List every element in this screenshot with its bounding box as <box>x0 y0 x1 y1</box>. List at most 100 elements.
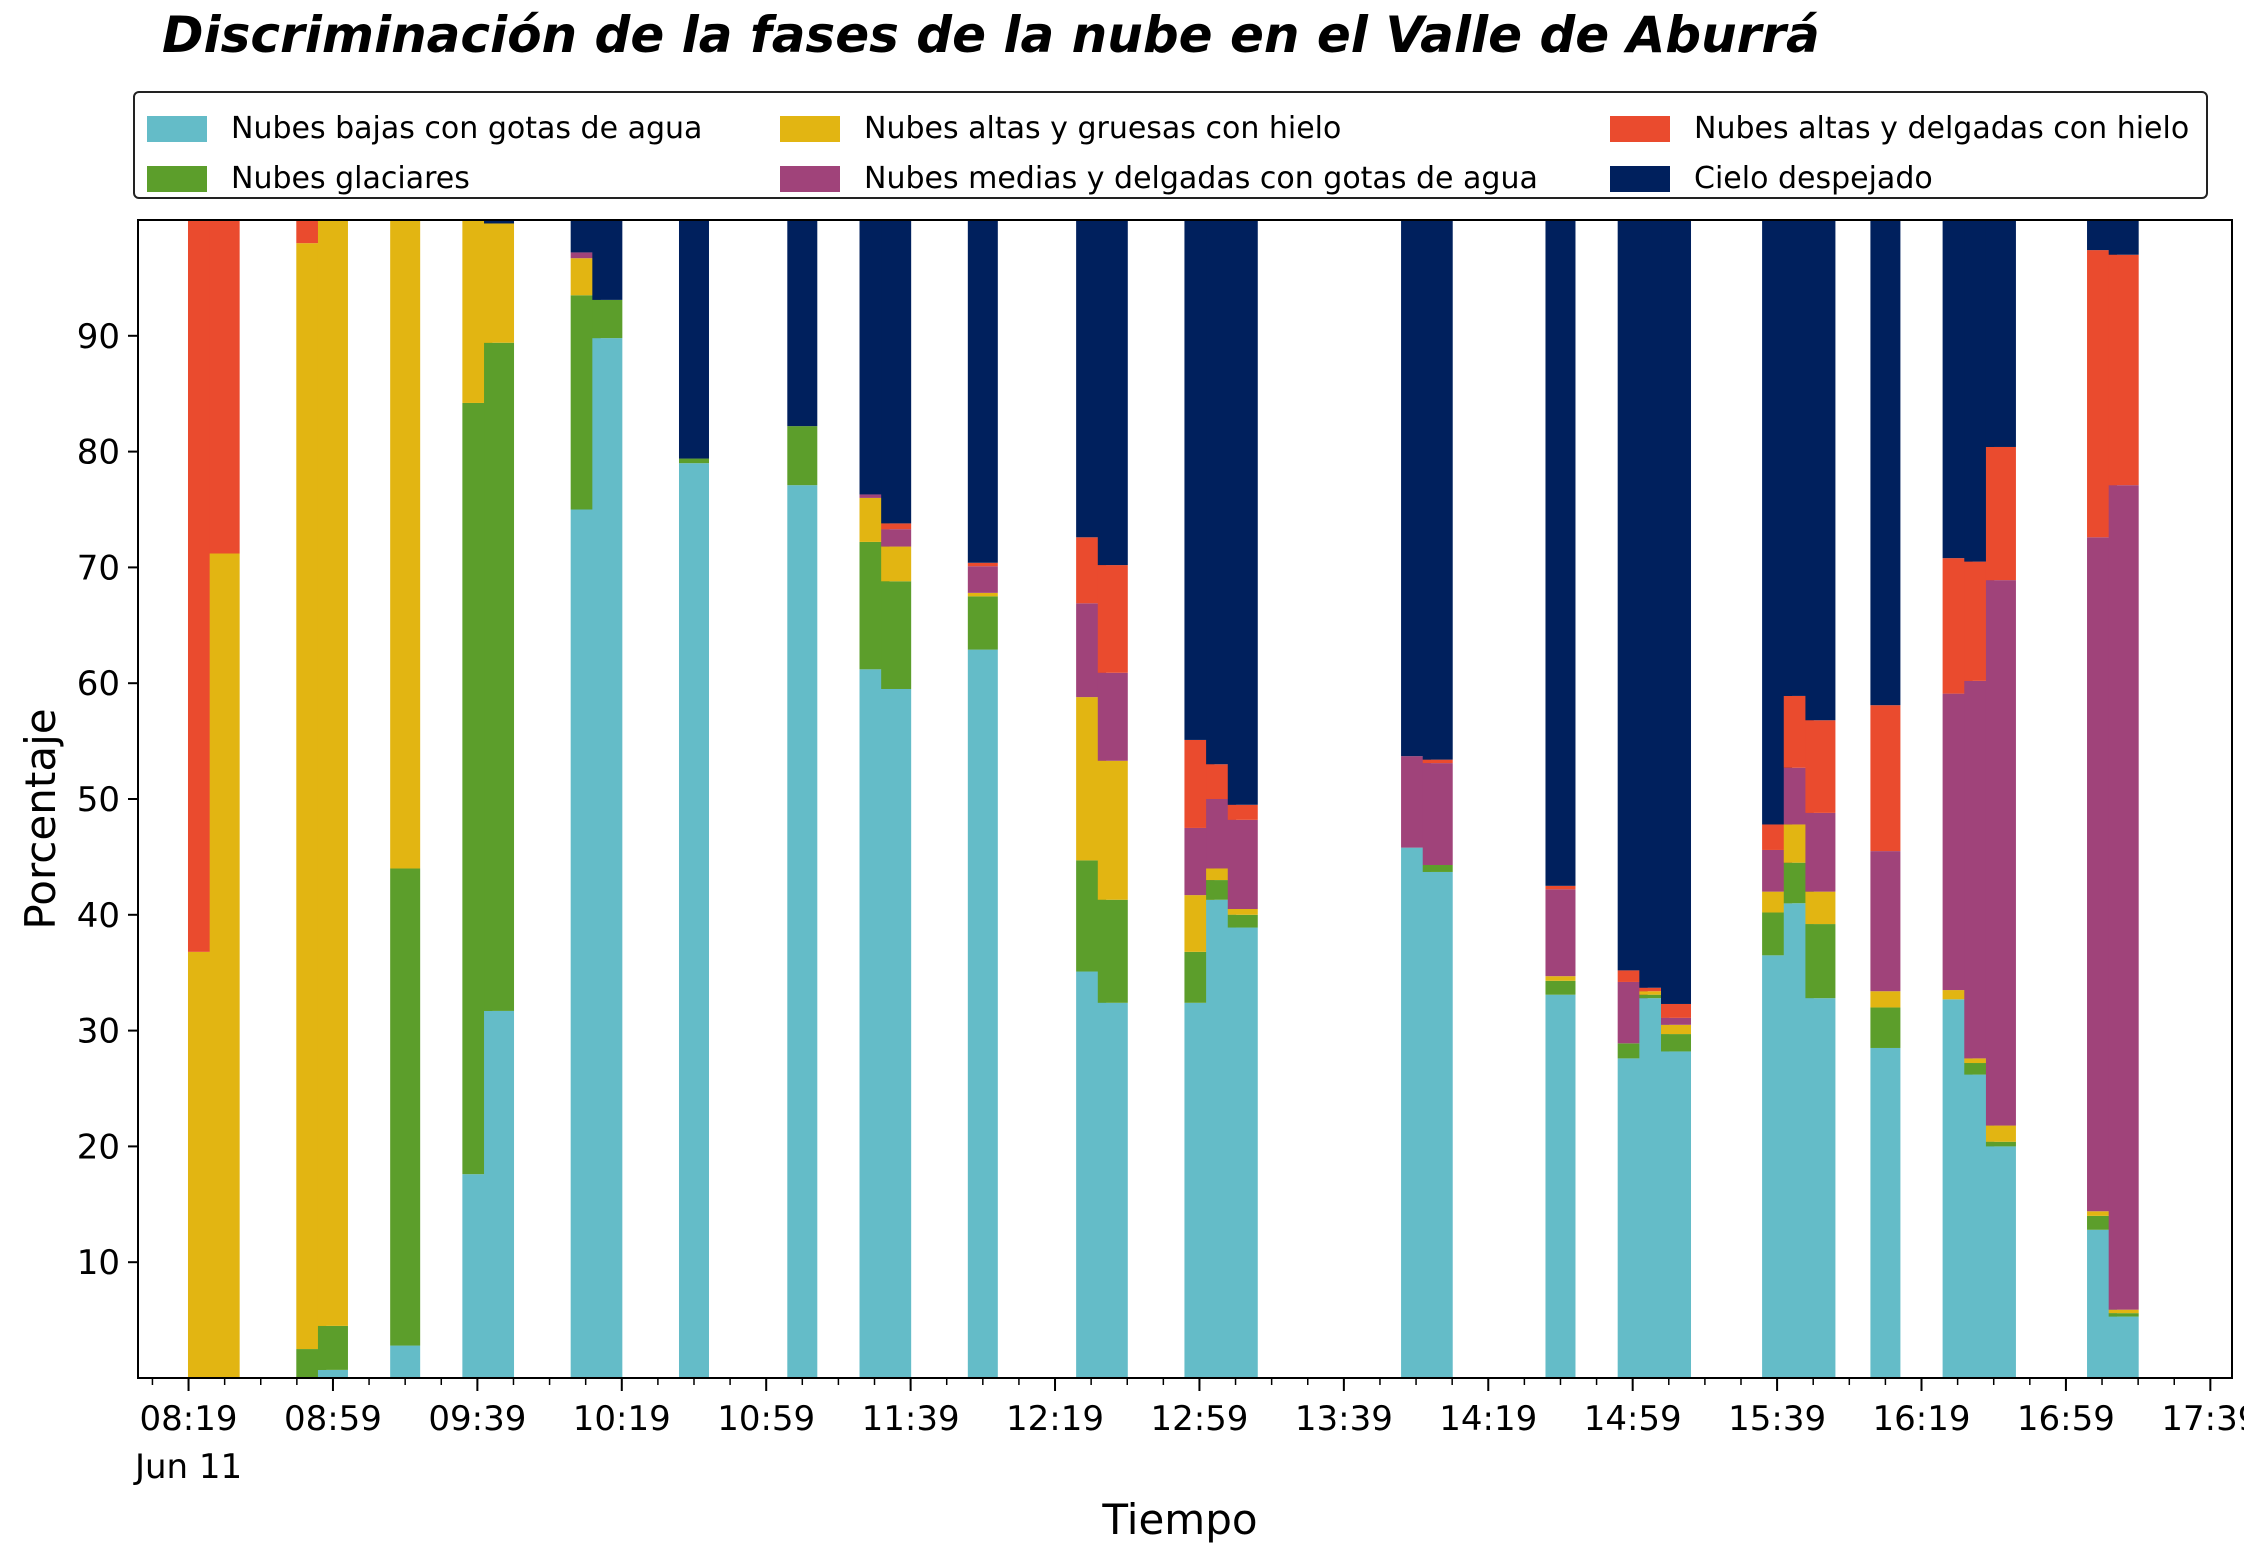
bar-segment <box>570 252 601 259</box>
bar-segment <box>1422 763 1453 865</box>
bar-segment <box>787 426 818 486</box>
bar-segment <box>2108 220 2139 255</box>
legend-label: Nubes altas y delgadas con hielo <box>1694 111 2190 146</box>
bar-segment <box>390 868 421 1346</box>
legend-label: Nubes glaciares <box>231 161 470 196</box>
bar-segment <box>1639 991 1670 995</box>
bar-segment <box>1227 819 1258 910</box>
bar-segment <box>1870 1007 1901 1048</box>
y-tick-label: 30 <box>77 1012 120 1052</box>
x-tick-label: 16:19 <box>1873 1399 1971 1439</box>
bar-segment <box>2108 254 2139 486</box>
bar-segment <box>1422 871 1453 1378</box>
bar-segment <box>390 220 421 869</box>
bar-segment <box>1942 990 1973 1000</box>
y-tick-label: 60 <box>77 664 120 704</box>
legend-label: Nubes medias y delgadas con gotas de agu… <box>864 161 1538 196</box>
legend-item: Cielo despejado <box>1610 161 1933 196</box>
bar-segment <box>1545 885 1576 890</box>
bar-segment <box>787 485 818 1378</box>
legend-label: Nubes bajas con gotas de agua <box>231 111 703 146</box>
x-tick-label: 16:59 <box>2017 1399 2115 1439</box>
x-tick-label: 14:19 <box>1439 1399 1537 1439</box>
bar-segment <box>592 338 623 1378</box>
bar-segment <box>1985 1146 2016 1378</box>
legend-item: Nubes altas y delgadas con hielo <box>1610 111 2189 146</box>
x-tick-label: 12:59 <box>1150 1399 1248 1439</box>
bar-segment <box>209 220 240 554</box>
x-tick-label: 15:39 <box>1728 1399 1826 1439</box>
bar-segment <box>1964 1058 1995 1064</box>
bar-segment <box>1422 865 1453 872</box>
legend-item: Nubes altas y gruesas con hielo <box>780 111 1341 146</box>
bar-segment <box>1227 220 1258 805</box>
bar-segment <box>881 220 912 524</box>
bar-segment <box>1985 1125 2016 1142</box>
bar-segment <box>1097 1002 1128 1378</box>
bar-segment <box>787 220 818 427</box>
bar-segment <box>1227 804 1258 820</box>
bar-segment <box>592 220 623 300</box>
bar-segment <box>1661 220 1692 1004</box>
bar-segment <box>1661 1024 1692 1035</box>
bar-segment <box>1805 812 1836 892</box>
bar-segment <box>2108 1309 2139 1314</box>
x-tick-label: 10:19 <box>573 1399 671 1439</box>
bar-segment <box>967 592 998 597</box>
x-tick-label: 08:59 <box>284 1399 382 1439</box>
bar-segment <box>1639 994 1670 999</box>
legend-swatch <box>147 115 207 142</box>
bar-segment <box>881 546 912 582</box>
legend-swatch <box>780 165 840 192</box>
bar-segment <box>1805 924 1836 999</box>
bar-segment <box>967 596 998 650</box>
x-tick-label: 08:19 <box>140 1399 238 1439</box>
bar-segment <box>1422 220 1453 760</box>
bar-segment <box>484 342 515 1011</box>
bar-segment <box>1661 1034 1692 1052</box>
bar-segment <box>1227 909 1258 915</box>
legend-item: Nubes medias y delgadas con gotas de agu… <box>780 161 1538 196</box>
bar-segment <box>2087 1211 2118 1216</box>
bar-segment <box>967 220 998 563</box>
bar-segment <box>678 458 709 464</box>
bar-segment <box>1805 998 1836 1378</box>
bar-segment <box>1985 580 2016 1126</box>
bar-segment <box>1097 760 1128 900</box>
bar-segment <box>2108 1316 2139 1378</box>
bar-segment <box>1545 980 1576 995</box>
bar-segment <box>1805 720 1836 813</box>
bar-segment <box>881 523 912 530</box>
y-tick-label: 10 <box>77 1243 120 1283</box>
chart-title: Discriminación de la fases de la nube en… <box>162 6 1820 64</box>
bar-segment <box>1545 889 1576 977</box>
bar-segment <box>1206 868 1237 881</box>
bar-segment <box>484 1010 515 1378</box>
x-tick-label: 09:39 <box>428 1399 526 1439</box>
legend-swatch <box>780 115 840 142</box>
bar-segment <box>1227 927 1258 1378</box>
bar-segment <box>2108 485 2139 1310</box>
y-tick-label: 50 <box>77 780 120 820</box>
bar-segment <box>484 223 515 343</box>
bar-segment <box>1985 446 2016 581</box>
bar-segment <box>1870 851 1901 992</box>
x-tick-label: 14:59 <box>1584 1399 1682 1439</box>
bar-segment <box>1097 220 1128 566</box>
bar-segment <box>1097 672 1128 761</box>
bar-segment <box>1422 759 1453 764</box>
bar-segment <box>1964 1063 1995 1075</box>
x-tick-label: 13:39 <box>1295 1399 1393 1439</box>
legend: Nubes bajas con gotas de agua Nubes glaci… <box>133 91 2208 199</box>
x-tick-label: 12:19 <box>1006 1399 1104 1439</box>
legend-label: Cielo despejado <box>1694 161 1933 196</box>
bar-segment <box>2108 1313 2139 1317</box>
bar-segment <box>1097 565 1128 673</box>
bar-segment <box>1639 987 1670 992</box>
bar-segment <box>1545 220 1576 886</box>
x-tick-label: 11:39 <box>862 1399 960 1439</box>
bar-segment <box>592 299 623 339</box>
bar-segment <box>1097 899 1128 1003</box>
bar-segment <box>1870 705 1901 852</box>
y-tick-label: 20 <box>77 1127 120 1167</box>
